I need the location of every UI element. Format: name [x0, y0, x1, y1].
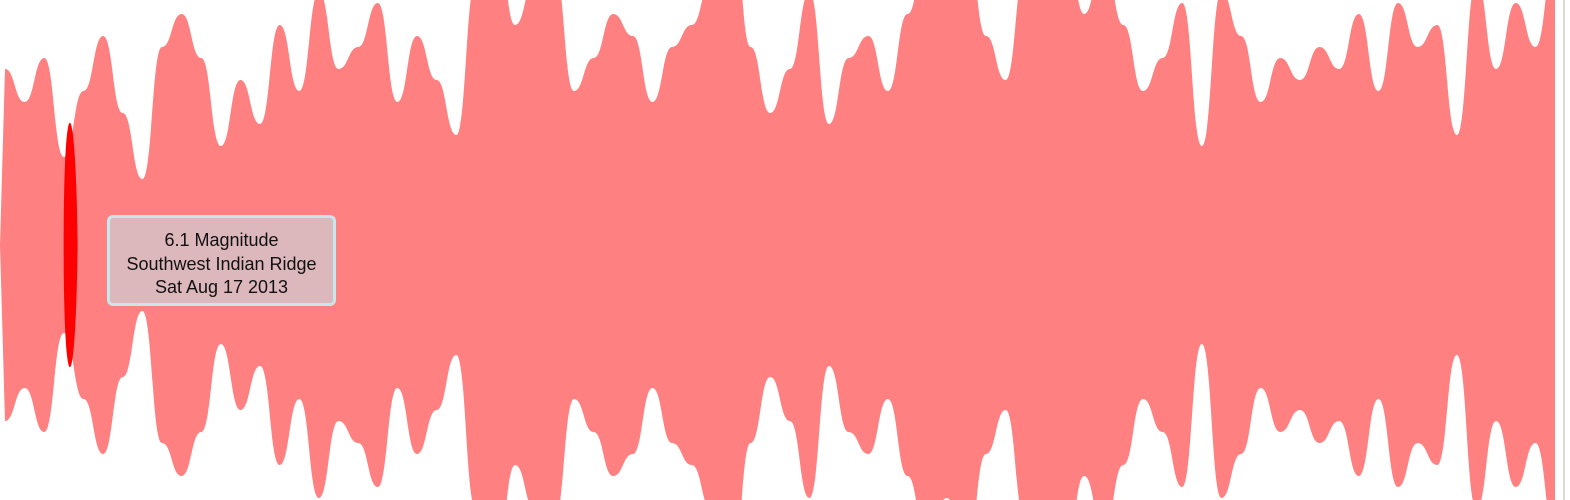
highlighted-event-spike[interactable] [63, 122, 78, 368]
earthquake-tooltip: 6.1 Magnitude Southwest Indian Ridge Sat… [107, 215, 336, 306]
tooltip-date: Sat Aug 17 2013 [154, 277, 289, 297]
tooltip-magnitude: 6.1 Magnitude [164, 230, 279, 250]
tooltip-location: Southwest Indian Ridge [126, 253, 317, 274]
chart-right-border [1563, 0, 1565, 500]
